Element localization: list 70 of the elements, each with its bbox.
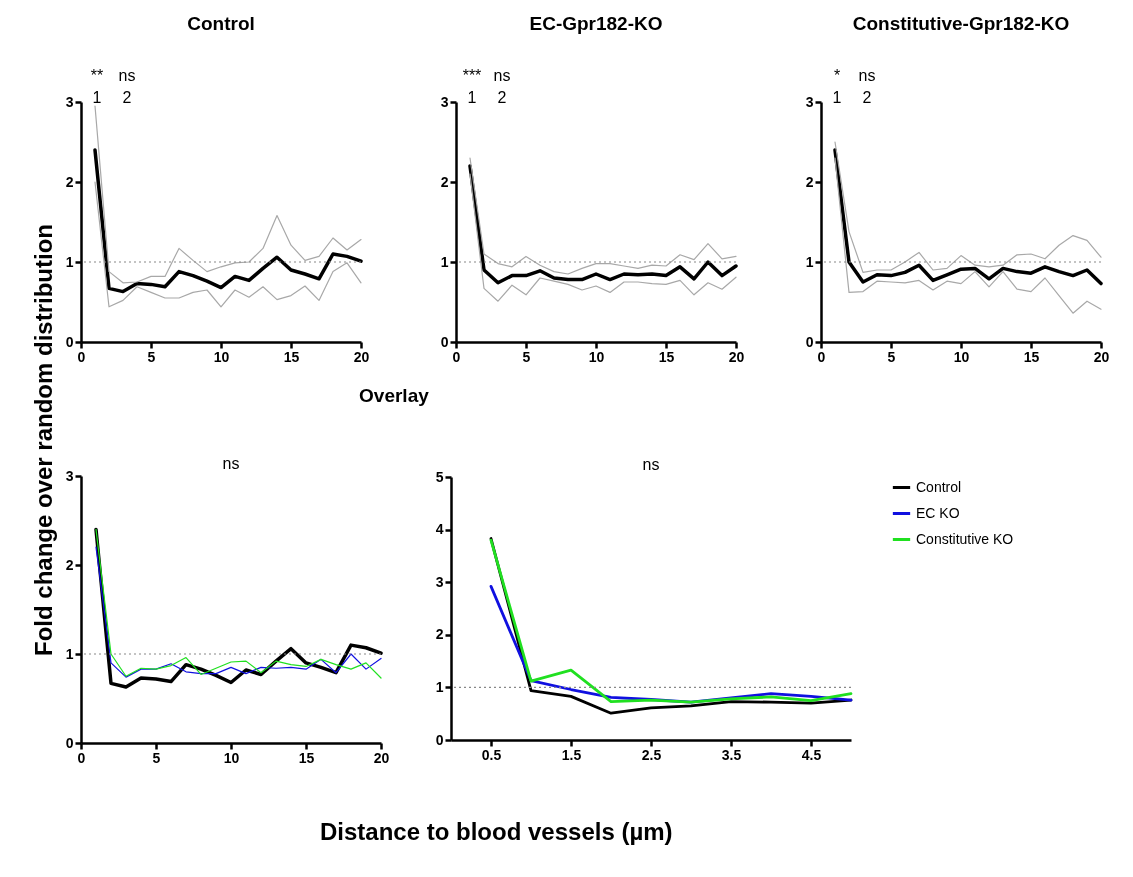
y-tick-label: 0 <box>440 333 449 350</box>
text: ns <box>858 67 876 84</box>
text: ** <box>90 67 104 84</box>
x-tick-label: 2.5 <box>641 746 662 763</box>
y-tick-label: 1 <box>435 678 444 695</box>
x-tick-label: 5 <box>887 348 896 365</box>
x-tick-label: 20 <box>373 749 390 766</box>
x-tick-label: 10 <box>588 348 605 365</box>
x-tick-label: 5 <box>152 749 161 766</box>
annotation: 2 <box>497 89 507 106</box>
y-tick-label: 2 <box>805 173 814 190</box>
x-tick-label: 4.5 <box>801 746 822 763</box>
y-tick-label: 5 <box>435 468 444 485</box>
x-tick-label: 5 <box>522 348 531 365</box>
x-axis-title: Distance to blood vessels (µm) <box>320 818 673 846</box>
x-tick-label: 15 <box>298 749 315 766</box>
y-tick-label: 4 <box>435 521 444 538</box>
x-tick-label: 20 <box>353 348 370 365</box>
x-tick-label: 0 <box>817 348 826 365</box>
text: *** <box>462 67 482 84</box>
annotation: 1 <box>832 89 842 106</box>
x-tick-label: 10 <box>223 749 240 766</box>
chart-title: EC-Gpr182-KO <box>529 13 663 34</box>
legend-label: Constitutive KO <box>916 530 1014 547</box>
text: ns <box>118 67 136 84</box>
x-tick-label: 0 <box>77 348 86 365</box>
text: ns <box>222 455 240 472</box>
x-tick-label: 0 <box>452 348 461 365</box>
y-tick-label: 2 <box>440 173 449 190</box>
y-tick-label: 3 <box>805 93 814 110</box>
x-tick-label: 0.5 <box>481 746 502 763</box>
y-tick-label: 1 <box>805 253 814 270</box>
text: * <box>833 67 841 84</box>
y-tick-label: 3 <box>65 467 74 484</box>
annotation: 1 <box>467 89 477 106</box>
chart-title: Control <box>187 13 255 34</box>
y-tick-label: 1 <box>440 253 449 270</box>
y-axis-title: Fold change over random distribution <box>30 223 58 657</box>
legend-label: Control <box>916 478 962 495</box>
x-tick-label: 15 <box>658 348 675 365</box>
x-tick-label: 10 <box>953 348 970 365</box>
x-tick-label: 0 <box>77 749 86 766</box>
y-tick-label: 3 <box>435 573 444 590</box>
chart-title: Overlay <box>359 385 430 406</box>
annotation: 1 <box>92 89 102 106</box>
annotation: 2 <box>122 89 132 106</box>
chart-title: Constitutive-Gpr182-KO <box>852 13 1070 34</box>
x-tick-label: 3.5 <box>721 746 742 763</box>
y-tick-label: 0 <box>65 734 74 751</box>
y-tick-label: 0 <box>805 333 814 350</box>
x-tick-label: 15 <box>283 348 300 365</box>
x-tick-label: 15 <box>1023 348 1040 365</box>
x-tick-label: 1.5 <box>561 746 582 763</box>
text: ns <box>493 67 511 84</box>
legend-label: EC KO <box>916 504 960 521</box>
y-tick-label: 0 <box>435 731 444 748</box>
x-tick-label: 10 <box>213 348 230 365</box>
y-tick-label: 3 <box>440 93 449 110</box>
y-tick-label: 2 <box>65 173 74 190</box>
y-tick-label: 3 <box>65 93 74 110</box>
annotation: 2 <box>862 89 872 106</box>
y-tick-label: 2 <box>65 556 74 573</box>
x-tick-label: 20 <box>1093 348 1110 365</box>
text: ns <box>642 456 660 473</box>
x-tick-label: 5 <box>147 348 156 365</box>
y-tick-label: 1 <box>65 645 74 662</box>
y-tick-label: 2 <box>435 626 444 643</box>
x-tick-label: 20 <box>728 348 745 365</box>
y-tick-label: 0 <box>65 333 74 350</box>
y-tick-label: 1 <box>65 253 74 270</box>
